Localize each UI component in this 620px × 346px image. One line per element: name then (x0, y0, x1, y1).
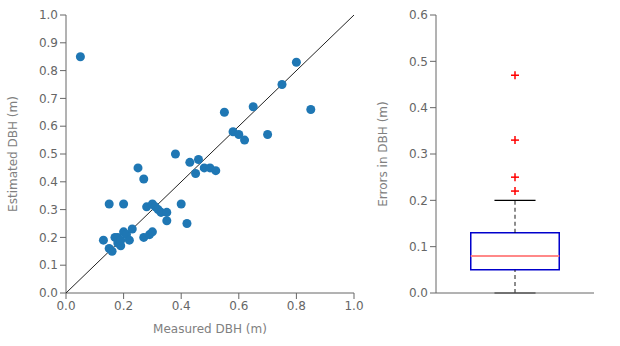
svg-text:0.4: 0.4 (39, 175, 58, 189)
svg-text:0.6: 0.6 (229, 299, 248, 313)
svg-text:0.1: 0.1 (409, 240, 428, 254)
svg-text:0.6: 0.6 (39, 119, 58, 133)
svg-text:0.1: 0.1 (39, 258, 58, 272)
svg-text:0.6: 0.6 (409, 8, 428, 22)
svg-text:0.0: 0.0 (409, 286, 428, 300)
svg-text:0.5: 0.5 (409, 55, 428, 69)
svg-text:0.5: 0.5 (39, 147, 58, 161)
svg-text:0.9: 0.9 (39, 36, 58, 50)
svg-text:0.8: 0.8 (39, 64, 58, 78)
svg-text:Estimated DBH (m): Estimated DBH (m) (8, 96, 20, 212)
svg-text:Errors in DBH (m): Errors in DBH (m) (376, 101, 390, 206)
svg-text:0.8: 0.8 (287, 299, 306, 313)
svg-text:Measured DBH (m): Measured DBH (m) (153, 322, 267, 336)
svg-text:0.2: 0.2 (39, 231, 58, 245)
svg-text:0.7: 0.7 (39, 92, 58, 106)
svg-text:0.3: 0.3 (409, 147, 428, 161)
svg-text:0.0: 0.0 (56, 299, 75, 313)
svg-text:0.0: 0.0 (39, 286, 58, 300)
svg-text:0.4: 0.4 (409, 101, 428, 115)
svg-text:0.2: 0.2 (114, 299, 133, 313)
svg-text:1.0: 1.0 (39, 8, 58, 22)
svg-text:1.0: 1.0 (344, 299, 363, 313)
svg-text:0.2: 0.2 (409, 194, 428, 208)
svg-text:0.4: 0.4 (172, 299, 191, 313)
svg-text:0.3: 0.3 (39, 203, 58, 217)
